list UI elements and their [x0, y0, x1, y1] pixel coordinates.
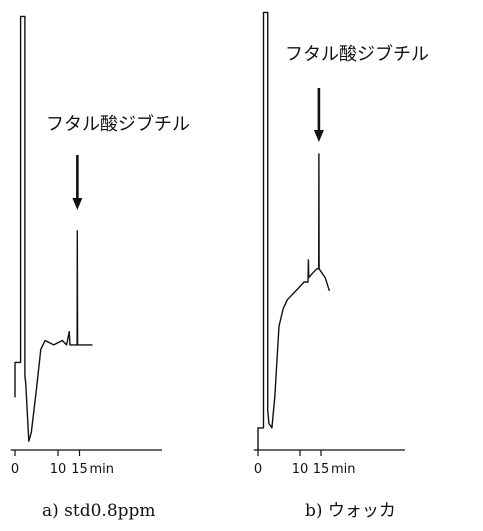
panel-caption-b: b) ウォッカ [305, 501, 396, 521]
peak-annotation-a: フタル酸ジブチル [46, 113, 190, 135]
x-tick-label-a-0: 0 [11, 462, 19, 477]
x-tick-label-b-10: 10 [292, 462, 309, 477]
chromatogram-trace-b [257, 11, 331, 450]
x-unit-label-a: min [90, 462, 115, 477]
x-tick-label-a-10: 10 [50, 462, 67, 477]
peak-annotation-b: フタル酸ジブチル [285, 43, 429, 65]
x-tick-label-a-15: 15 [71, 462, 88, 477]
x-tick-label-b-15: 15 [313, 462, 330, 477]
chromatogram-panel-a: フタル酸ジブチル a) std0.8ppm 0 10 15 min [10, 15, 190, 521]
panel-caption-a: a) std0.8ppm [42, 501, 156, 521]
chromatogram-panel-b: フタル酸ジブチル b) ウォッカ 0 10 15 min [253, 11, 429, 521]
peak-arrow-head-a [72, 198, 83, 210]
x-unit-label-b: min [331, 462, 356, 477]
chromatogram-trace-a [14, 15, 93, 442]
peak-arrow-head-b [313, 130, 324, 142]
x-tick-label-b-0: 0 [254, 462, 262, 477]
